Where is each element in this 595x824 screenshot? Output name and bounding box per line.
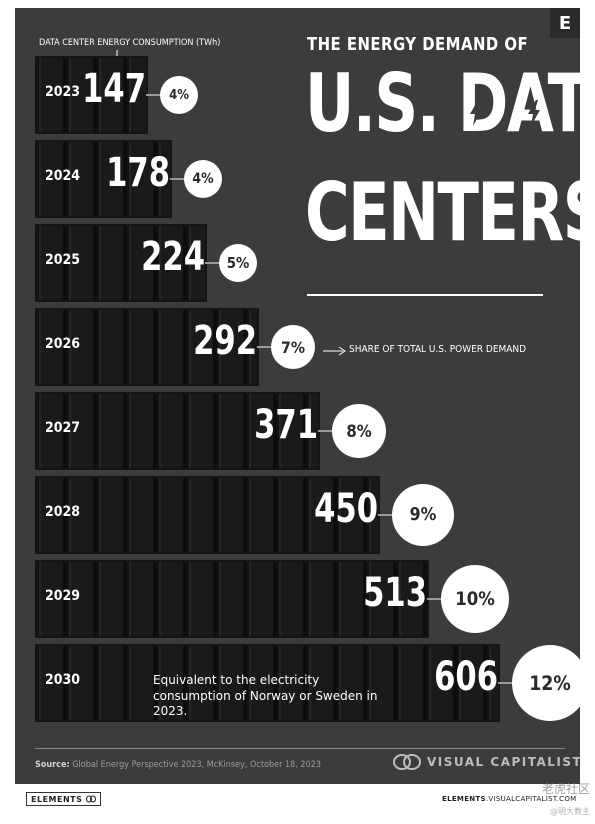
server-rack-bar [35, 476, 380, 554]
bar-row-2023: 2023 147 4% [35, 56, 575, 134]
vc-mark-icon [393, 754, 421, 770]
value-connector-line [257, 346, 273, 348]
server-rack-bar [35, 644, 500, 722]
share-percent-circle: 5% [219, 244, 257, 282]
share-percent-circle: 10% [441, 565, 509, 633]
twh-value-label: 371 [254, 402, 318, 448]
server-rack-bar [35, 140, 172, 218]
elements-logo: E [550, 8, 580, 38]
twh-value-label: 606 [434, 654, 498, 700]
year-label: 2027 [45, 420, 81, 436]
value-connector-line [146, 94, 162, 96]
vc-mark-icon [86, 795, 97, 803]
source-note: Source: Global Energy Perspective 2023, … [35, 760, 321, 770]
source-text: Global Energy Perspective 2023, McKinsey… [72, 760, 322, 770]
twh-value-label: 292 [193, 318, 257, 364]
axis-label: DATA CENTER ENERGY CONSUMPTION (TWh) [39, 38, 221, 48]
footer-url-rest: .VISUALCAPITALIST.COM [485, 795, 577, 803]
server-rack-bar [35, 224, 207, 302]
share-annotation: SHARE OF TOTAL U.S. POWER DEMAND [349, 344, 527, 355]
value-connector-line [498, 682, 514, 684]
server-rack-bar [35, 56, 148, 134]
share-percent-circle: 8% [332, 404, 386, 458]
watermark-handle: @明大教主 [550, 807, 590, 816]
source-label: Source: [35, 760, 70, 770]
share-percent-circle: 9% [392, 484, 454, 546]
watermark-text: 老虎社区 [541, 782, 590, 796]
visual-capitalist-logo: VISUAL CAPITALIST [393, 754, 580, 770]
twh-value-label: 224 [141, 234, 205, 280]
elements-badge-label: ELEMENTS [31, 794, 83, 804]
year-label: 2024 [45, 168, 81, 184]
twh-value-label: 513 [363, 570, 427, 616]
bar-row-2030: 2030 606 12% [35, 644, 580, 722]
bar-row-2024: 2024 178 4% [35, 140, 575, 218]
lightning-bolt-icon [470, 100, 482, 126]
year-label: 2025 [45, 252, 81, 268]
twh-value-label: 450 [314, 486, 378, 532]
twh-value-label: 147 [82, 66, 146, 112]
infographic: E THE ENERGY DEMAND OF U.S. DATA CENTERS… [15, 8, 580, 784]
equivalence-annotation: Equivalent to the electricity consumptio… [153, 673, 378, 719]
bottom-strip [15, 786, 580, 816]
share-percent-circle: 12% [512, 645, 580, 721]
title-divider [307, 294, 543, 296]
value-connector-line [318, 430, 334, 432]
year-label: 2026 [45, 336, 81, 352]
brand-name: VISUAL CAPITALIST [427, 755, 580, 769]
bar-row-2028: 2028 450 9% [35, 476, 575, 554]
year-label: 2028 [45, 504, 81, 520]
server-rack-bar [35, 560, 429, 638]
elements-badge: ELEMENTS [26, 792, 102, 806]
value-connector-line [205, 262, 221, 264]
twh-value-label: 178 [106, 150, 170, 196]
footer-divider [35, 748, 565, 749]
bar-row-2029: 2029 513 10% [35, 560, 575, 638]
share-percent-circle: 4% [160, 76, 198, 114]
bar-row-2026: 2026 292 7% [35, 308, 575, 386]
right-arrow-icon [323, 346, 346, 356]
year-label: 2029 [45, 588, 81, 604]
share-percent-circle: 7% [271, 325, 315, 369]
server-rack-bar [35, 308, 259, 386]
bar-row-2027: 2027 371 8% [35, 392, 575, 470]
lightning-bolt-icon [528, 100, 540, 126]
footer-url-bold: ELEMENTS [442, 795, 486, 803]
year-label: 2030 [45, 672, 81, 688]
title-top-line: THE ENERGY DEMAND OF [307, 34, 529, 55]
value-connector-line [378, 514, 394, 516]
share-percent-circle: 4% [184, 160, 222, 198]
bar-row-2025: 2025 224 5% [35, 224, 575, 302]
year-label: 2023 [45, 84, 81, 100]
value-connector-line [170, 178, 186, 180]
value-connector-line [427, 598, 443, 600]
footer-url[interactable]: ELEMENTS.VISUALCAPITALIST.COM [442, 795, 577, 803]
